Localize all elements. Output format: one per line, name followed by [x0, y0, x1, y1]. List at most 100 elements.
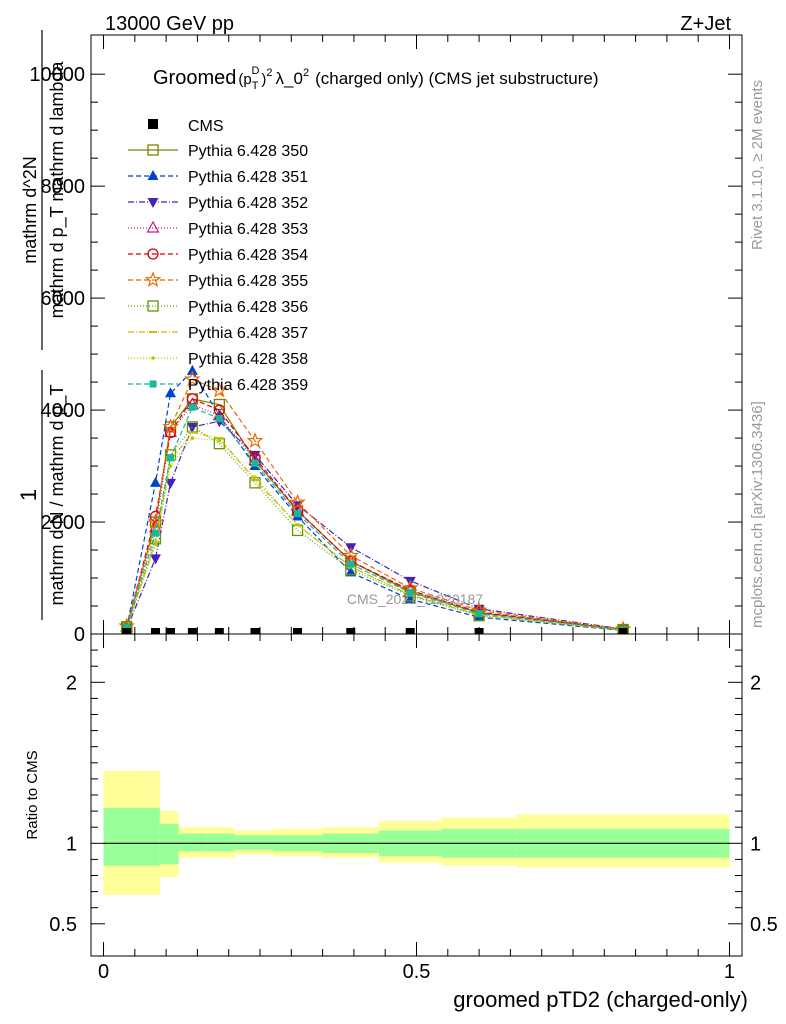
- series-point: [186, 364, 198, 375]
- series-point: [251, 459, 259, 467]
- x-tick-label: 0.5: [403, 961, 431, 983]
- series-point: [253, 475, 257, 480]
- legend-entry: Pythia 6.428 352: [128, 195, 308, 212]
- series-line: [126, 406, 624, 631]
- ylabel-num: 1: [16, 489, 41, 501]
- legend-marker: [147, 198, 159, 208]
- legend-marker: [151, 356, 155, 360]
- cms-point: [474, 628, 484, 637]
- cms-data-points: [122, 628, 628, 637]
- ratio-band-green: [178, 833, 207, 852]
- series-point: [246, 432, 264, 448]
- ratio-band-green: [206, 833, 235, 852]
- series-point: [123, 624, 131, 632]
- series-point: [149, 554, 161, 565]
- y-tick-label: 4000: [41, 400, 86, 422]
- ratio-y-tick-label-right: 1: [750, 833, 761, 855]
- series-point: [295, 523, 300, 527]
- series-point: [347, 560, 355, 568]
- series-point: [345, 566, 357, 577]
- legend-entry: Pythia 6.428 357: [128, 325, 308, 342]
- ratio-bands: [103, 770, 730, 895]
- ratio-band-green: [159, 823, 179, 865]
- series-point: [190, 436, 195, 440]
- series-point: [342, 546, 359, 563]
- legend-marker: [146, 220, 160, 233]
- cms-point: [250, 628, 260, 637]
- legend-label: Pythia 6.428 358: [188, 351, 308, 368]
- watermark: CMS_2021_I1920187: [347, 591, 483, 607]
- title-part-close: ): [261, 71, 266, 88]
- series-point: [184, 370, 201, 387]
- energy-label: 13000 GeV pp: [105, 13, 234, 35]
- main-series-group: [118, 364, 632, 637]
- legend-entry: Pythia 6.428 350: [128, 143, 308, 160]
- legend-entry: Pythia 6.428 358: [128, 351, 308, 368]
- y-tick-label: 10000: [29, 64, 85, 86]
- legend-entry: Pythia 6.428 355: [128, 271, 308, 290]
- legend-entry: Pythia 6.428 359: [128, 377, 308, 394]
- series-point: [289, 493, 306, 510]
- legend-label: Pythia 6.428 351: [188, 169, 308, 186]
- cms-point: [618, 628, 628, 637]
- series-point: [147, 513, 164, 530]
- main-y-label: 1 mathrm d N / mathrm d p_T mathrm d^2N …: [16, 30, 68, 620]
- legend: CMS Pythia 6.428 350 Pythia 6.428 351 Pythi…: [128, 118, 308, 394]
- title-part-sq: 2: [266, 67, 272, 79]
- process-label: Z+Jet: [680, 13, 731, 35]
- legend-marker: [147, 170, 159, 180]
- series-line: [126, 431, 624, 631]
- ylabel-den: mathrm d N / mathrm d p_T: [47, 384, 68, 605]
- ratio-axes: 0.5 0.5 1 1 2 2 0 0.5 1: [49, 634, 778, 983]
- legend-label: Pythia 6.428 352: [188, 195, 308, 212]
- legend-marker: [144, 271, 162, 288]
- legend-label: Pythia 6.428 356: [188, 299, 308, 316]
- y-tick-label: 0: [74, 624, 85, 646]
- ratio-band-green: [103, 807, 160, 866]
- cms-point: [214, 628, 224, 637]
- ratio-y-tick-label-right: 0.5: [750, 914, 778, 936]
- series-line: [126, 426, 624, 631]
- cms-point: [346, 628, 356, 637]
- ratio-y-tick-label-right: 2: [750, 672, 761, 694]
- ylabel-rden: mathrm d p_T mathrm d lambda: [47, 61, 68, 319]
- x-tick-label: 0: [98, 961, 109, 983]
- ratio-y-tick-label: 0.5: [49, 914, 77, 936]
- ratio-y-tick-label: 1: [66, 833, 77, 855]
- cms-point: [150, 628, 160, 637]
- title-part-groomed: Groomed: [153, 67, 236, 89]
- series-point: [475, 610, 483, 618]
- legend-entry: Pythia 6.428 354: [128, 247, 308, 264]
- title-part-rest: (charged only) (CMS jet substructure): [315, 69, 598, 88]
- ratio-y-label: Ratio to CMS: [24, 750, 41, 839]
- series-point: [215, 414, 223, 422]
- legend-label: Pythia 6.428 350: [188, 143, 308, 160]
- x-axis-label: groomed pTD2 (charged-only): [453, 987, 748, 1012]
- title-part-open: (p: [238, 71, 251, 88]
- legend-marker: [147, 248, 159, 260]
- series-point: [211, 381, 228, 398]
- legend-cms-label: CMS: [188, 118, 224, 135]
- title-part-sq2: 2: [303, 67, 309, 79]
- series-point: [153, 542, 158, 547]
- series-point: [217, 439, 222, 443]
- y-tick-label: 2000: [41, 512, 86, 534]
- legend-label: Pythia 6.428 355: [188, 273, 308, 290]
- main-y-axis: 0 2000 4000 6000 8000 10000: [29, 35, 742, 646]
- series-point: [162, 418, 179, 434]
- cms-point: [165, 628, 175, 637]
- x-tick-label: 1: [724, 961, 735, 983]
- ratio-panel-frame: [90, 633, 743, 957]
- ratio-band-green: [234, 835, 273, 850]
- plot-title: Groomed (pTD)2 λ_02 (charged only) (CMS jet…: [153, 65, 599, 92]
- cms-point: [405, 628, 415, 637]
- legend-label: Pythia 6.428 353: [188, 221, 308, 238]
- cms-point: [187, 628, 197, 637]
- ylabel-rnum: mathrm d^2N: [20, 156, 40, 263]
- cms-point: [122, 628, 132, 637]
- title-part-sup: D: [251, 65, 259, 77]
- legend-entry: Pythia 6.428 351: [128, 169, 308, 186]
- series-point: [186, 422, 198, 433]
- y-tick-label: 6000: [41, 288, 86, 310]
